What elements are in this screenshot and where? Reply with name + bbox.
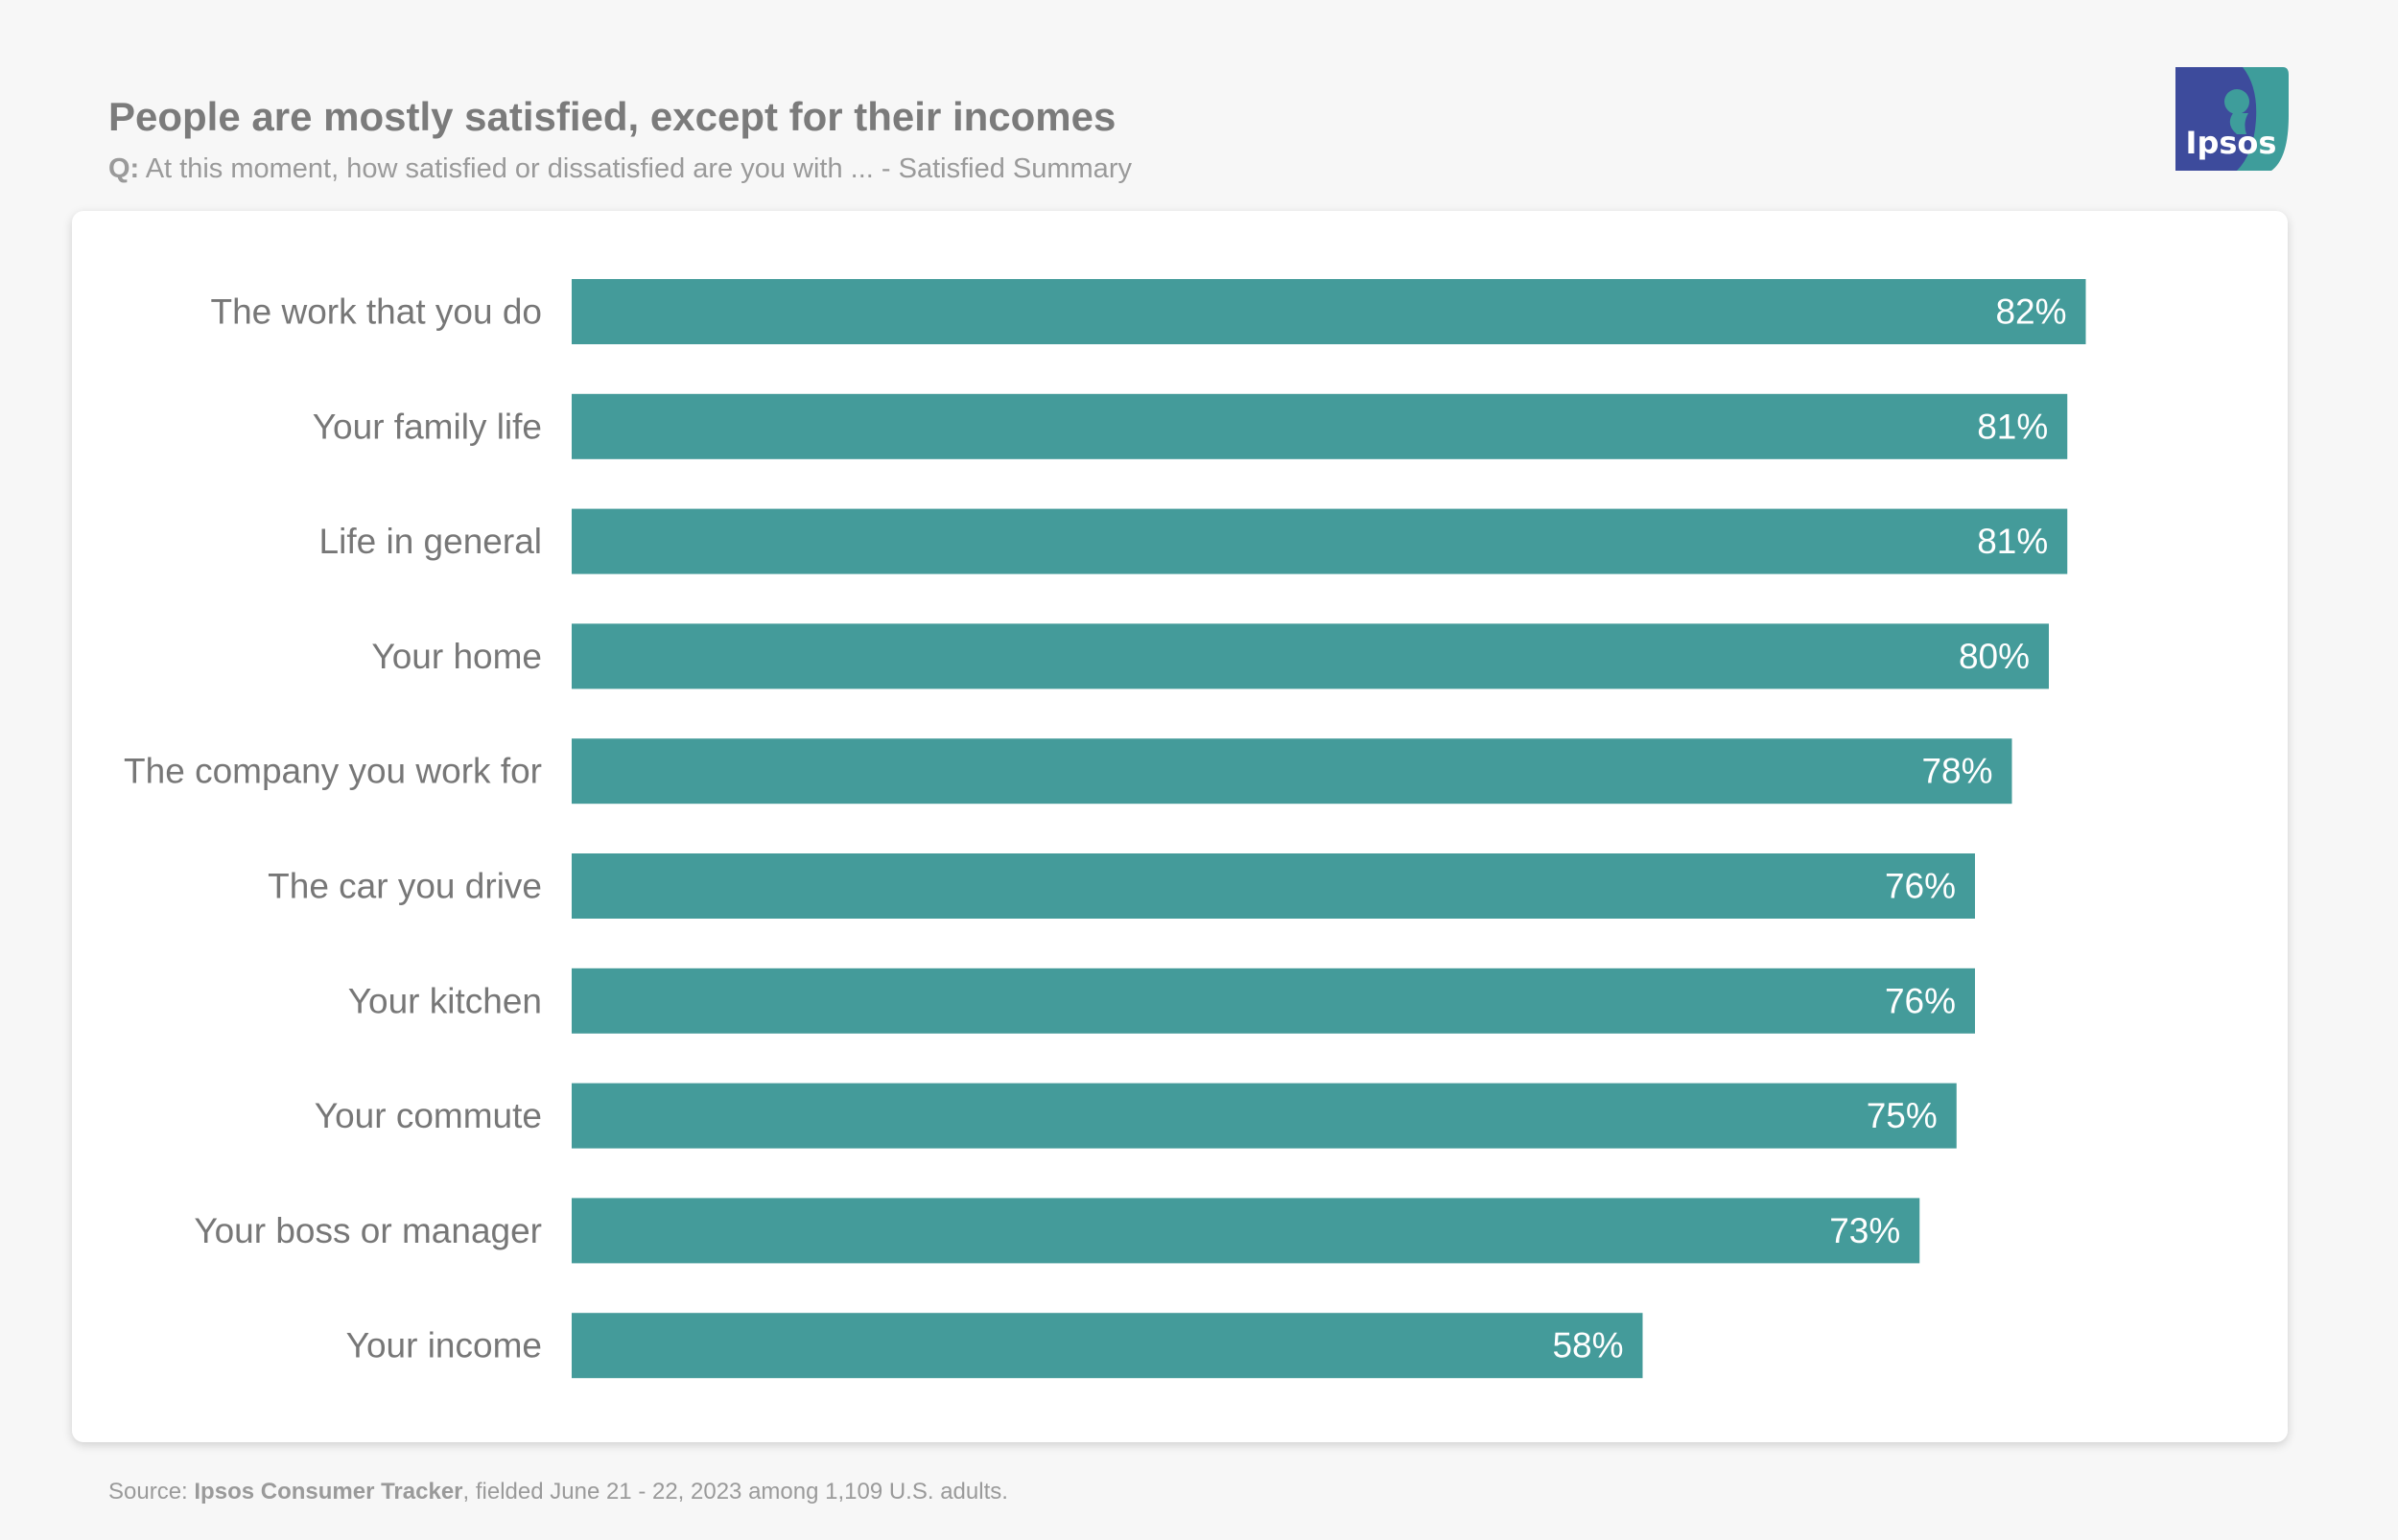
category-label: Your home xyxy=(371,637,542,676)
category-label: The company you work for xyxy=(124,752,542,791)
bar-value-label: 76% xyxy=(1885,981,1956,1020)
category-label: Your income xyxy=(346,1326,542,1365)
source-name: Ipsos Consumer Tracker xyxy=(194,1479,463,1505)
bar-row: Your boss or manager 73% xyxy=(194,1198,1920,1264)
bar xyxy=(572,393,2068,459)
bar xyxy=(572,968,1975,1034)
bar xyxy=(572,1083,1957,1149)
bar-chart: The work that you do 82% Your family life 8… xyxy=(124,279,2086,1379)
bar-row: The company you work for 78% xyxy=(124,738,2012,805)
bar-value-label: 75% xyxy=(1867,1096,1938,1135)
bar-value-label: 80% xyxy=(1959,637,2030,676)
question-prefix: Q: xyxy=(108,153,140,184)
category-label: Your family life xyxy=(313,407,542,446)
logo-head-shape xyxy=(2224,89,2249,114)
bar-row: Your family life 81% xyxy=(313,393,2068,459)
category-label: Life in general xyxy=(319,522,542,561)
category-label: The car you drive xyxy=(268,867,542,906)
chart-subtitle: Q: At this moment, how satisfied or diss… xyxy=(108,153,1132,185)
category-label: Your commute xyxy=(315,1096,542,1135)
logo-text: Ipsos xyxy=(2186,125,2277,161)
bar-value-label: 76% xyxy=(1885,867,1956,906)
bar xyxy=(572,279,2086,344)
ipsos-logo-icon: Ipsos xyxy=(2175,67,2289,171)
bar-row: Your income 58% xyxy=(346,1313,1643,1379)
bar-value-label: 81% xyxy=(1977,522,2048,561)
ipsos-logo: Ipsos xyxy=(2175,67,2289,171)
bar xyxy=(572,1313,1643,1379)
logo-figure-shape xyxy=(2229,113,2248,134)
question-text: At this moment, how satisfied or dissati… xyxy=(145,153,1132,184)
bar-row: The car you drive 76% xyxy=(268,853,1975,919)
bar-row: Your home 80% xyxy=(371,623,2049,689)
bar xyxy=(572,508,2068,574)
bar xyxy=(572,738,2012,805)
bar-row: Life in general 81% xyxy=(319,508,2068,574)
chart-title: People are mostly satisfied, except for … xyxy=(108,94,1117,139)
bar xyxy=(572,853,1975,919)
bar-value-label: 81% xyxy=(1977,407,2048,446)
chart-card: The work that you do 82% Your family life 8… xyxy=(72,211,2288,1442)
bar-value-label: 78% xyxy=(1921,752,1992,791)
source-label: Source: xyxy=(108,1479,195,1505)
bar xyxy=(572,1198,1920,1264)
category-label: Your kitchen xyxy=(348,981,542,1020)
category-label: The work that you do xyxy=(210,292,542,332)
source-footnote: Source: Ipsos Consumer Tracker, fielded … xyxy=(108,1479,1008,1505)
bar-row: The work that you do 82% xyxy=(210,279,2086,344)
bar-value-label: 82% xyxy=(1995,292,2066,332)
bar-value-label: 58% xyxy=(1552,1326,1623,1365)
bar-row: Your commute 75% xyxy=(315,1083,1957,1149)
bar-row: Your kitchen 76% xyxy=(348,968,1975,1034)
category-label: Your boss or manager xyxy=(194,1211,542,1250)
bar-value-label: 73% xyxy=(1829,1211,1900,1250)
bar xyxy=(572,623,2049,689)
source-details: , fielded June 21 - 22, 2023 among 1,109… xyxy=(462,1479,1008,1505)
